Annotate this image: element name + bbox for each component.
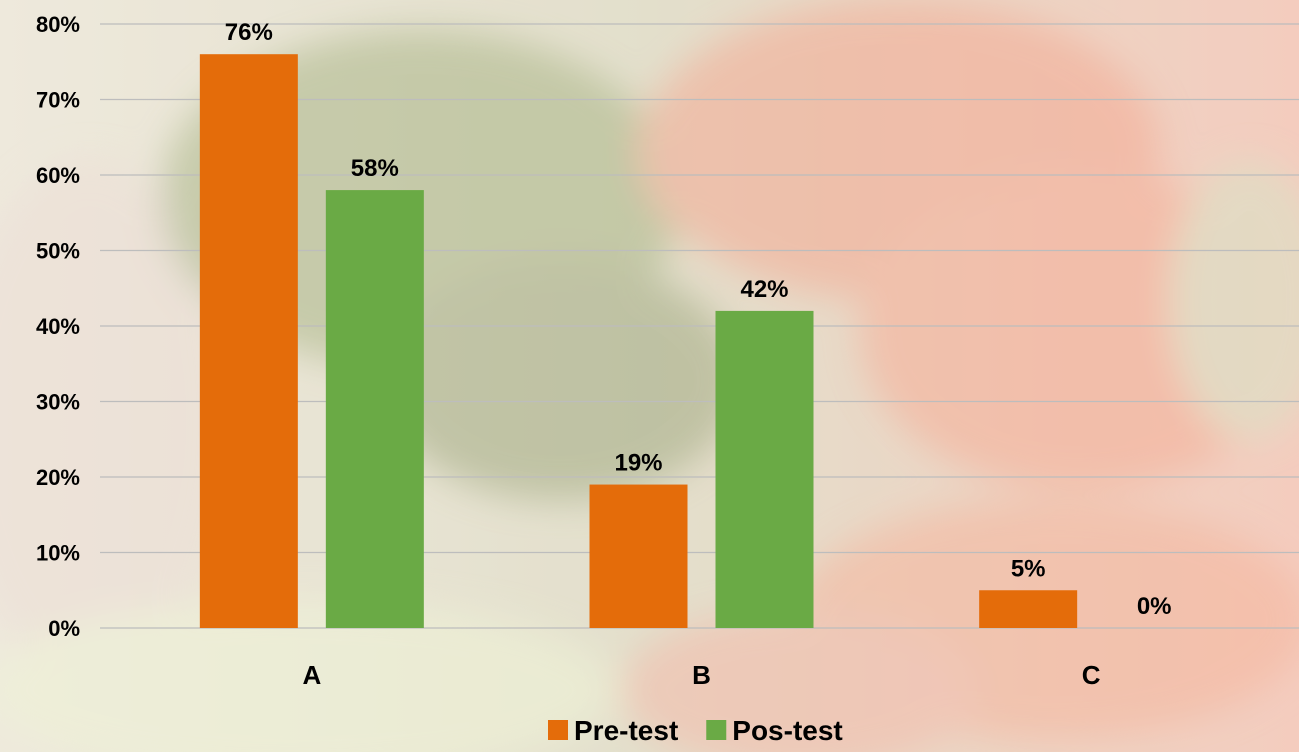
x-tick-label: B <box>692 660 711 690</box>
data-label: 42% <box>740 276 788 303</box>
data-label: 0% <box>1137 593 1172 620</box>
x-tick-label: C <box>1082 660 1101 690</box>
y-tick-label: 30% <box>36 390 80 415</box>
legend-label: Pre-test <box>574 715 678 746</box>
y-tick-label: 70% <box>36 88 80 113</box>
data-label: 76% <box>225 19 273 46</box>
y-tick-label: 80% <box>36 12 80 37</box>
bar-pos-test-a <box>325 190 424 628</box>
bar-pre-test-b <box>589 484 688 628</box>
y-tick-label: 0% <box>48 616 80 641</box>
y-tick-label: 40% <box>36 314 80 339</box>
legend: Pre-test Pos-test <box>548 715 843 746</box>
legend-label: Pos-test <box>732 715 842 746</box>
y-tick-label: 20% <box>36 465 80 490</box>
y-tick-label: 50% <box>36 239 80 264</box>
data-labels: 76% 58% 19% 42% 5% 0% <box>225 19 1172 620</box>
y-axis: 0% 10% 20% 30% 40% 50% 60% 70% 80% <box>36 12 80 641</box>
bar-pos-test-b <box>715 310 814 628</box>
gridlines <box>100 23 1299 629</box>
x-axis: A B C <box>302 660 1100 690</box>
bars <box>199 54 1078 628</box>
x-tick-label: A <box>302 660 321 690</box>
bar-pre-test-c <box>979 590 1078 628</box>
bar-pre-test-a <box>199 54 298 628</box>
y-tick-label: 10% <box>36 541 80 566</box>
y-tick-label: 60% <box>36 163 80 188</box>
legend-swatch <box>548 720 568 740</box>
data-label: 58% <box>351 155 399 182</box>
legend-swatch <box>706 720 727 740</box>
data-label: 19% <box>614 450 662 477</box>
data-label: 5% <box>1011 555 1046 582</box>
